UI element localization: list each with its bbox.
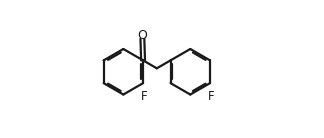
Text: F: F	[141, 90, 148, 103]
Text: O: O	[137, 29, 147, 42]
Text: F: F	[208, 90, 215, 103]
